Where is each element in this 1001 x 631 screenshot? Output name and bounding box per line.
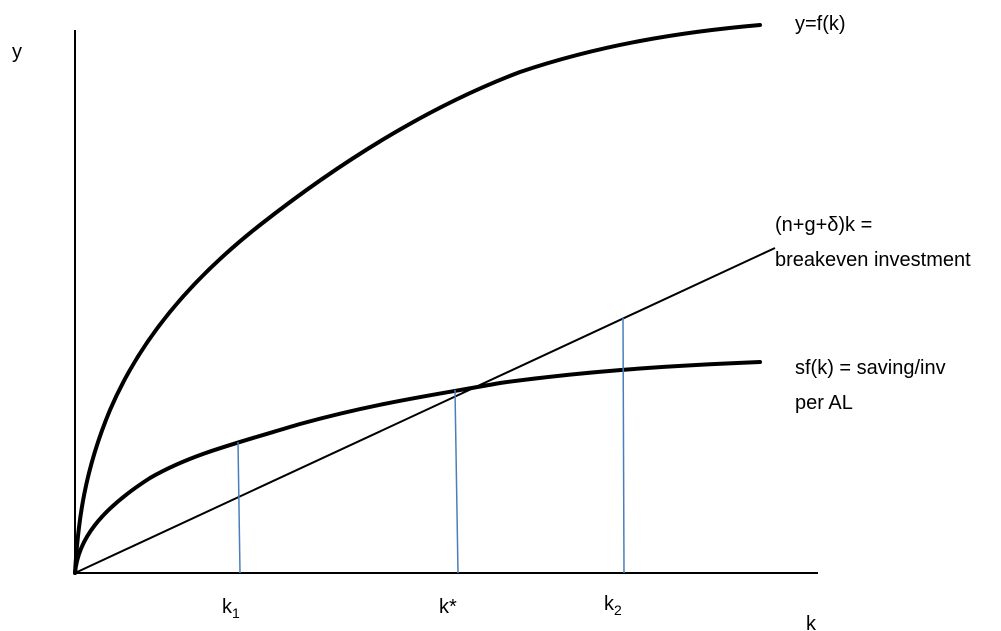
y-axis-label: y [12,41,22,63]
breakeven-label-line2: breakeven investment [775,249,971,271]
k1-label-base: k [222,596,233,618]
k1-marker-line [237,441,241,574]
output-curve [73,23,762,575]
k1-label: k1 [222,596,240,621]
kstar-marker-line [454,389,459,574]
k2-label-base: k [604,593,615,615]
k2-label: k2 [604,593,622,618]
saving-curve-label-line2: per AL [795,392,853,414]
x-axis-label: k [806,613,817,631]
k2-marker-line [622,317,625,574]
output-curve-label: y=f(k) [795,13,846,35]
saving-curve [73,360,762,575]
saving-curve-label-line1: sf(k) = saving/inv [795,357,946,379]
breakeven-line [74,247,776,574]
k2-label-subscript: 2 [614,602,622,618]
breakeven-label-line1: (n+g+δ)k = [775,214,872,236]
k1-label-subscript: 1 [232,605,240,621]
kstar-label: k* [439,596,457,618]
